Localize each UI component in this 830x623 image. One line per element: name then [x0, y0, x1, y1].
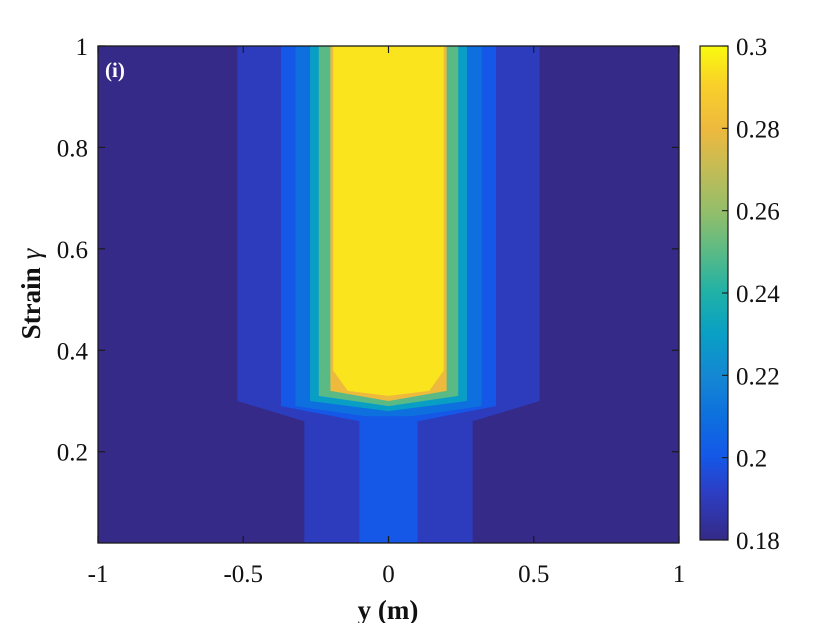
y-axis-ticks: 0.2 0.4 0.6 0.8 1 [57, 34, 679, 467]
colorbar-tick-label: 0.28 [736, 116, 780, 143]
x-tick-label: 0 [382, 561, 395, 588]
y-axis-title-symbol: γ [16, 247, 46, 259]
colorbar-tick-label: 0.3 [736, 34, 767, 61]
colorbar-tick-label: 0.26 [736, 199, 780, 226]
y-axis-title-main: Strain [16, 267, 46, 339]
heatmap-regions [237, 46, 540, 543]
panel-label: (i) [105, 58, 125, 82]
colorbar-ticks: 0.18 0.2 0.22 0.24 0.26 0.28 0.3 [722, 34, 780, 555]
colorbar-tick-label: 0.22 [736, 363, 780, 390]
x-axis-title: y (m) [358, 595, 419, 623]
x-tick-label: -0.5 [223, 561, 263, 588]
colorbar-tick-label: 0.24 [736, 281, 780, 308]
x-tick-label: 0.5 [518, 561, 549, 588]
y-tick-label: 0.4 [57, 338, 89, 365]
x-tick-label: -1 [88, 561, 109, 588]
y-tick-label: 0.6 [57, 237, 88, 264]
y-axis-title: Strain γ [16, 247, 46, 339]
y-tick-label: 0.8 [57, 135, 88, 162]
x-tick-label: 1 [673, 561, 686, 588]
colorbar-tick-label: 0.2 [736, 446, 767, 473]
y-tick-label: 0.2 [57, 440, 88, 467]
x-axis-ticks: -1 -0.5 0 0.5 1 [88, 46, 686, 588]
contour-region-6 [333, 46, 444, 396]
colorbar-tick-label: 0.18 [736, 528, 780, 555]
y-tick-label: 1 [76, 34, 89, 61]
